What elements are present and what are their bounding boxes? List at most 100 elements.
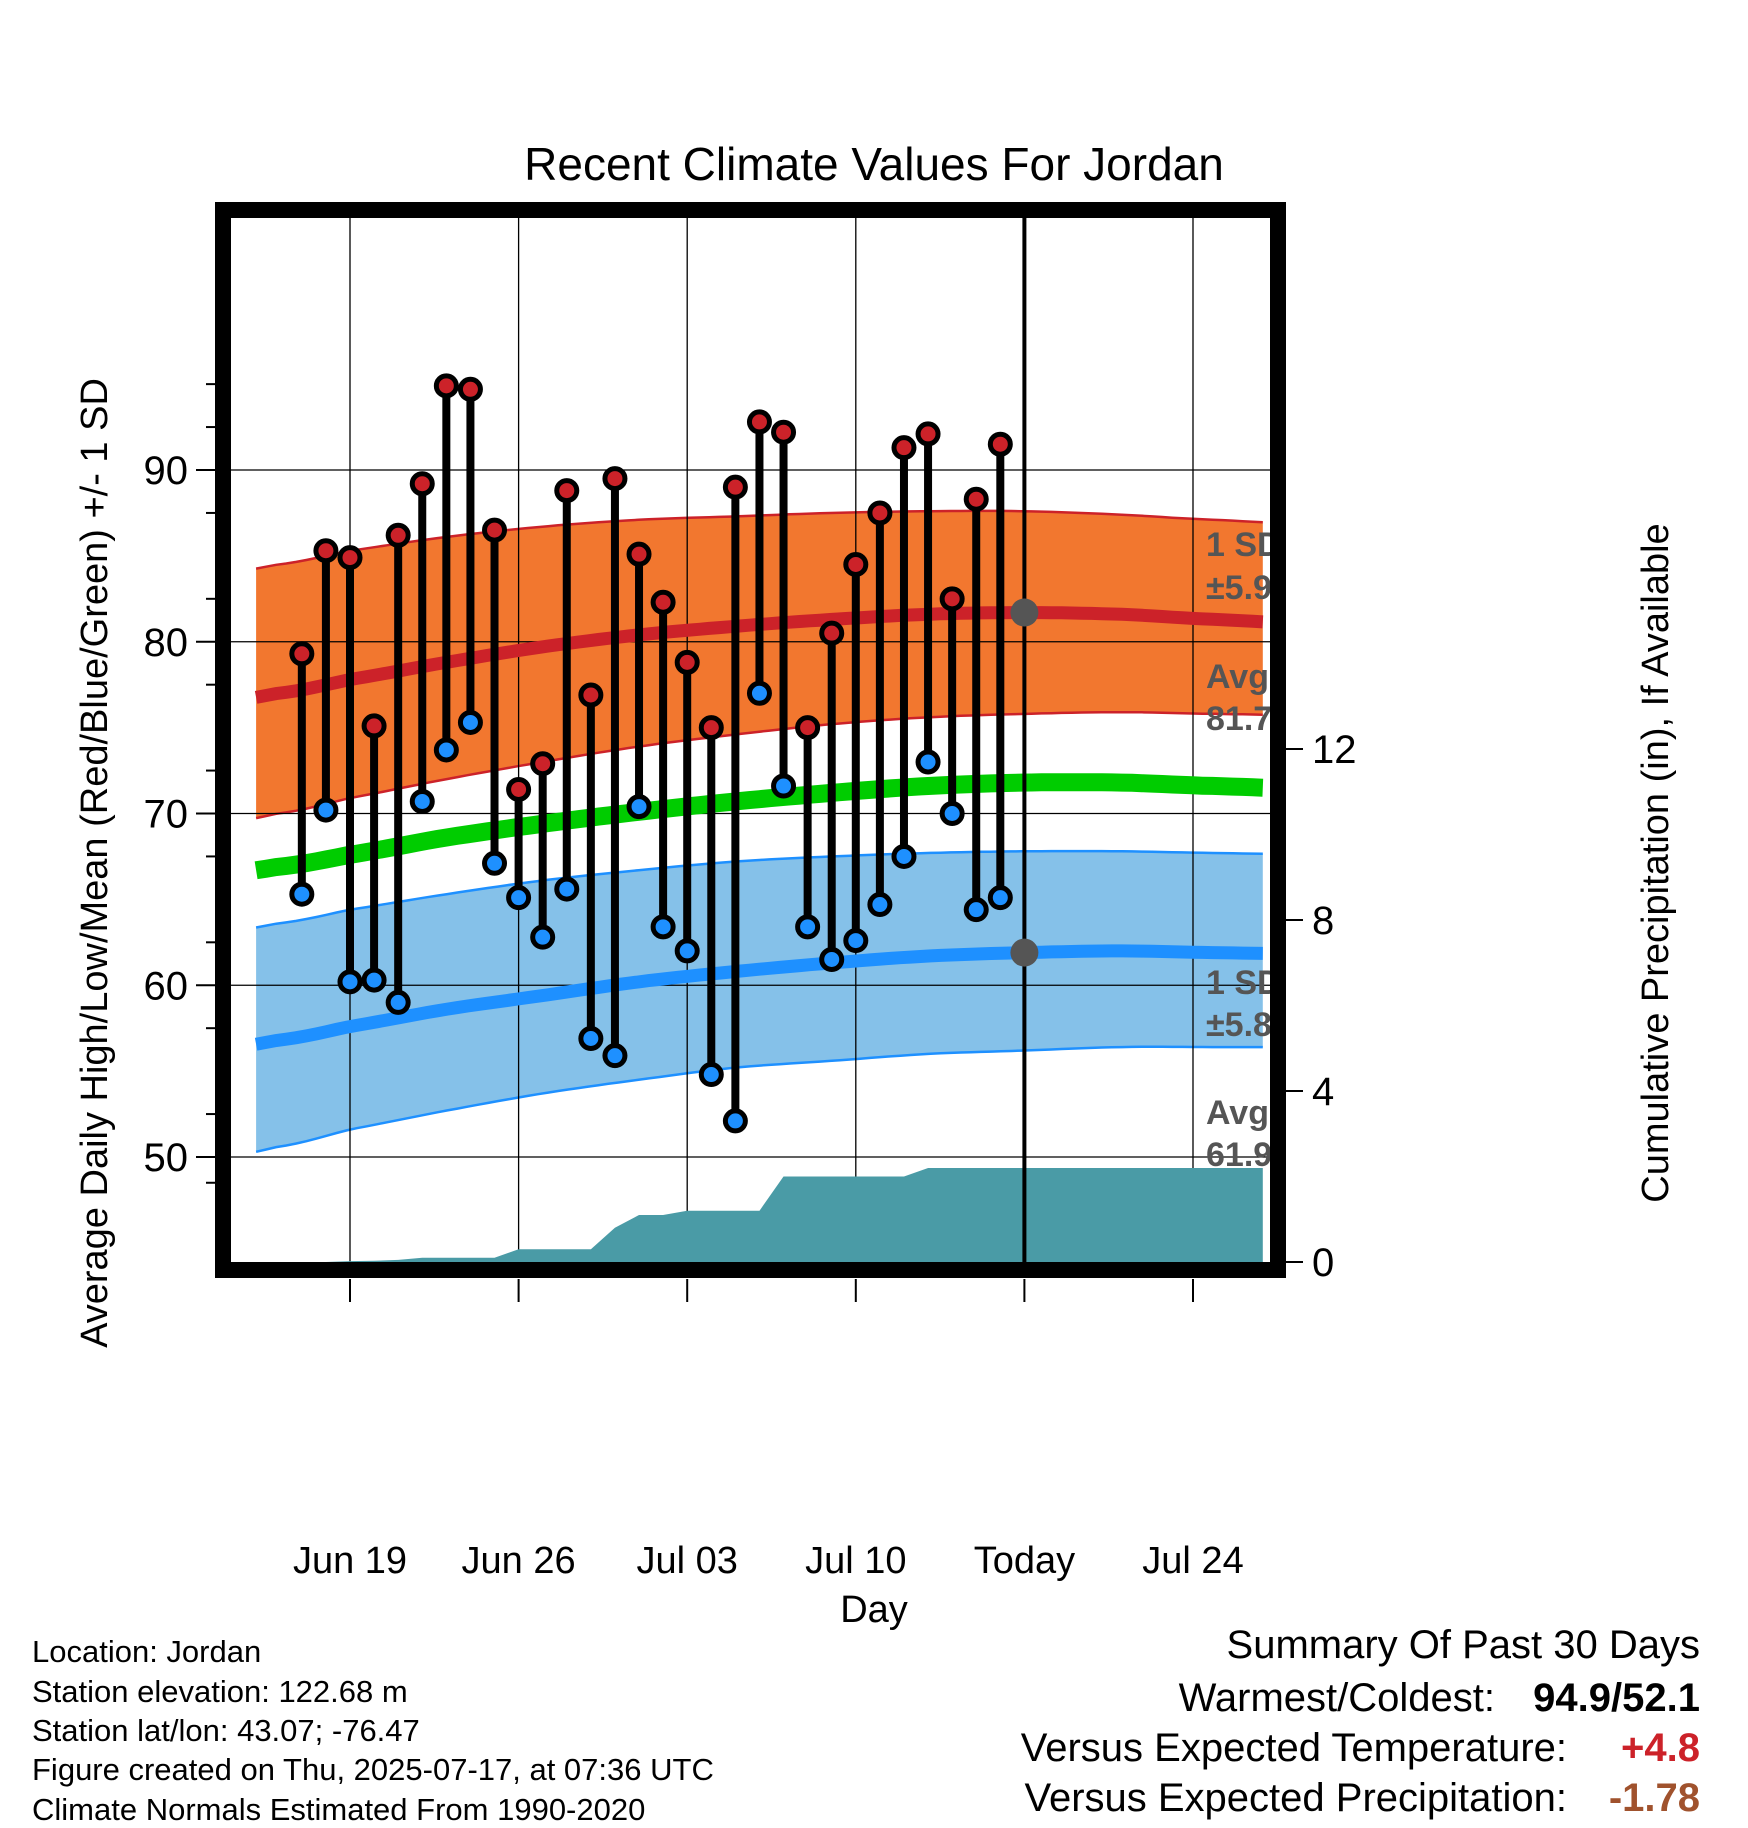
warmest-coldest-label: Warmest/Coldest: (1178, 1676, 1495, 1720)
high-avg-value: 81.7°F (1206, 700, 1307, 738)
daily-low-point (795, 914, 821, 940)
daily-low-point (650, 914, 676, 940)
plot-frame (215, 202, 1286, 1278)
summary-title: Summary Of Past 30 Days (1226, 1623, 1700, 1667)
daily-high-point (939, 586, 965, 612)
daily-low-point (313, 797, 339, 823)
high-avg-label: Avg: (1206, 658, 1280, 696)
daily-high-point (843, 551, 869, 577)
y-axis-label: Average Daily High/Low/Mean (Red/Blue/Gr… (74, 378, 116, 1348)
daily-high-point (771, 419, 797, 445)
daily-high-point (433, 373, 459, 399)
daily-low-point (433, 737, 459, 763)
daily-low-point (939, 801, 965, 826)
low-sd-lower-edge (255, 1045, 1263, 1154)
daily-low-point (289, 881, 315, 907)
y2-axis-label: Cumulative Precipitation (in), If Availa… (1635, 523, 1677, 1202)
high-sd-label: 1 SD: (1206, 526, 1293, 564)
x-tick-label: Jul 10 (805, 1540, 906, 1582)
daily-high-point (602, 466, 628, 492)
daily-high-point (289, 641, 315, 667)
x-tick-label: Today (974, 1540, 1075, 1582)
precipitation-area (277, 1168, 1263, 1262)
high-sd-value: ±5.9°F (1206, 569, 1306, 607)
daily-high-point (554, 478, 580, 504)
y-tick-label: 50 (144, 1136, 189, 1180)
daily-low-point (963, 897, 989, 923)
y2-tick-label: 12 (1312, 728, 1357, 772)
daily-low-point (602, 1043, 628, 1069)
daily-high-point (457, 376, 483, 402)
chart-title: Recent Climate Values For Jordan (524, 138, 1224, 190)
climate-normals-period: Climate Normals Estimated From 1990-2020 (32, 1792, 646, 1827)
daily-low-point (482, 850, 508, 876)
daily-high-point (361, 713, 387, 739)
plot-area: 1 SD: ±5.9°F Avg: 81.7°F 1 SD: ±5.8°F Avg: 61.9… (231, 218, 1307, 1464)
daily-low-point (843, 928, 869, 954)
daily-high-point (698, 715, 724, 741)
daily-high-point (795, 715, 821, 741)
daily-high-point (674, 649, 700, 675)
x-tick-label: Jun 19 (293, 1540, 407, 1582)
daily-high-point (313, 538, 339, 564)
low-sd-band (256, 851, 1263, 1152)
daily-high-point (506, 776, 532, 802)
daily-low-point (987, 885, 1013, 911)
daily-low-point (915, 749, 941, 775)
daily-high-point (746, 409, 772, 435)
y2-tick-label: 0 (1312, 1241, 1334, 1285)
x-tick-label: Jul 03 (636, 1540, 737, 1582)
precipitation-anomaly-label: Versus Expected Precipitation: (1024, 1776, 1567, 1820)
daily-low-point (361, 967, 387, 993)
daily-low-point (385, 989, 411, 1015)
daily-low-point (578, 1025, 604, 1051)
daily-low-point (337, 969, 363, 995)
daily-high-point (987, 431, 1013, 457)
daily-low-point (698, 1062, 724, 1088)
daily-high-point (722, 474, 748, 500)
daily-high-point (530, 751, 556, 777)
precip-period-number: 30 (1206, 1384, 1244, 1422)
daily-high-point (337, 545, 363, 571)
daily-high-point (867, 500, 893, 526)
daily-high-point (626, 541, 652, 567)
daily-high-point (578, 682, 604, 708)
station-latlon: Station lat/lon: 43.07; -76.47 (32, 1713, 420, 1748)
daily-high-point (963, 486, 989, 512)
daily-low-point (409, 788, 435, 814)
daily-low-point (867, 892, 893, 918)
precip-period-unit: Days (1206, 1426, 1287, 1464)
daily-high-point (409, 471, 435, 497)
daily-high-point (915, 421, 941, 447)
y-tick-label: 90 (144, 449, 189, 493)
daily-high-point (385, 522, 411, 548)
low-sd-label: 1 SD: (1206, 964, 1293, 1002)
daily-high-point (650, 589, 676, 615)
low-sd-upper-edge (255, 849, 1263, 929)
y-tick-label: 70 (144, 793, 189, 837)
low-avg-label: Avg: (1206, 1094, 1280, 1132)
daily-low-point (819, 946, 845, 972)
y2-tick-label: 4 (1312, 1070, 1334, 1114)
low-sd-value: ±5.8°F (1206, 1006, 1306, 1044)
normal-low-line (254, 944, 1263, 1051)
daily-low-point (746, 680, 772, 706)
daily-low-point (506, 885, 532, 911)
x-tick-label: Jun 26 (462, 1540, 576, 1582)
y-tick-label: 80 (144, 621, 189, 665)
x-tick-label: Jul 24 (1142, 1540, 1243, 1582)
location-info: Location: Jordan (32, 1634, 262, 1669)
warmest-coldest-value: 94.9/52.1 (1533, 1676, 1700, 1720)
temperature-anomaly-value: +4.8 (1621, 1726, 1700, 1770)
daily-high-point (891, 435, 917, 461)
normal-mean-line (254, 773, 1264, 880)
y2-tick-label: 8 (1312, 899, 1334, 943)
temperature-anomaly-label: Versus Expected Temperature: (1020, 1726, 1567, 1770)
precipitation-anomaly-value: -1.78 (1608, 1776, 1700, 1820)
x-axis-label: Day (840, 1589, 908, 1631)
daily-low-point (891, 843, 917, 869)
figure-created: Figure created on Thu, 2025-07-17, at 07… (32, 1752, 714, 1787)
daily-low-point (771, 773, 797, 799)
station-elevation: Station elevation: 122.68 m (32, 1674, 408, 1709)
